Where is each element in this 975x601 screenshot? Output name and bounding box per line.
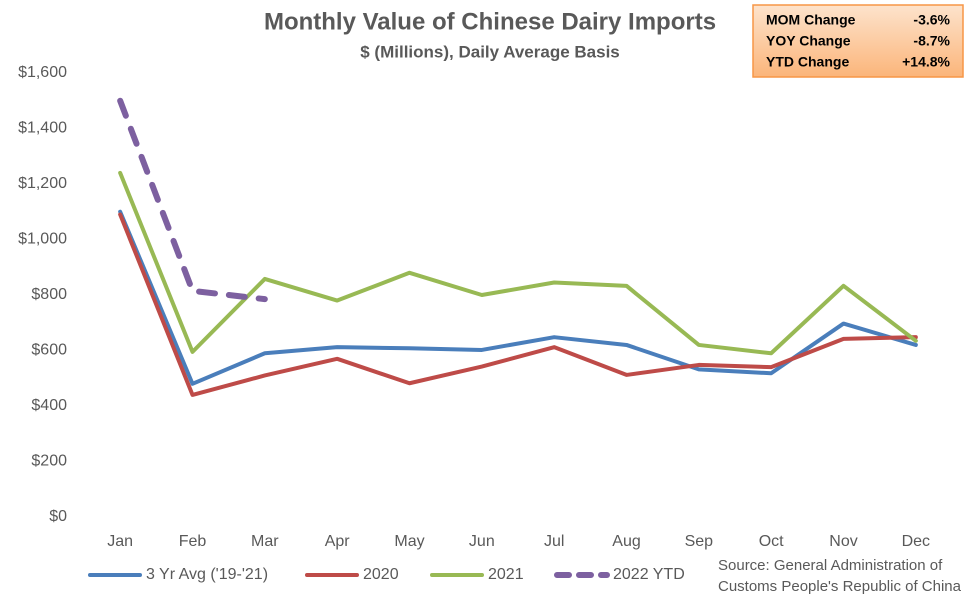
- summary-label: YOY Change: [766, 33, 851, 49]
- y-tick-label: $1,000: [18, 231, 67, 248]
- y-tick-label: $1,600: [18, 64, 67, 81]
- x-tick-label: May: [394, 533, 424, 550]
- x-tick-label: Jul: [544, 533, 564, 550]
- summary-value: -3.6%: [913, 12, 950, 28]
- summary-value: -8.7%: [913, 33, 950, 49]
- summary-label: MOM Change: [766, 12, 856, 28]
- x-tick-label: Jan: [107, 533, 133, 550]
- x-tick-label: Apr: [325, 533, 351, 550]
- chart-title: Monthly Value of Chinese Dairy Imports: [264, 8, 716, 35]
- x-tick-label: Jun: [469, 533, 495, 550]
- legend-label: 3 Yr Avg ('19-'21): [146, 566, 268, 583]
- data-line: [118, 209, 918, 386]
- summary-label: YTD Change: [766, 54, 849, 70]
- y-tick-label: $600: [31, 342, 67, 359]
- data-line: [118, 212, 918, 397]
- legend-label: 2020: [363, 566, 399, 583]
- legend-label: 2021: [488, 566, 524, 583]
- x-tick-label: Dec: [902, 533, 930, 550]
- y-tick-label: $200: [31, 453, 67, 470]
- y-tick-label: $0: [49, 508, 67, 525]
- chart-subtitle: $ (Millions), Daily Average Basis: [360, 42, 620, 61]
- y-tick-label: $400: [31, 397, 67, 414]
- summary-box: [752, 4, 964, 78]
- x-tick-label: Oct: [759, 533, 784, 550]
- data-line: [117, 97, 268, 303]
- summary-value: +14.8%: [902, 54, 950, 70]
- x-tick-label: Mar: [251, 533, 279, 550]
- x-tick-label: Nov: [829, 533, 857, 550]
- legend-label: 2022 YTD: [613, 566, 685, 583]
- y-tick-label: $1,400: [18, 120, 67, 137]
- x-tick-label: Aug: [612, 533, 640, 550]
- x-tick-label: Sep: [685, 533, 714, 550]
- source-note: Customs People's Republic of China: [718, 578, 962, 595]
- data-line: [118, 170, 918, 356]
- x-tick-label: Feb: [179, 533, 207, 550]
- source-note: Source: General Administration of: [718, 557, 943, 574]
- y-tick-label: $1,200: [18, 175, 67, 192]
- y-tick-label: $800: [31, 286, 67, 303]
